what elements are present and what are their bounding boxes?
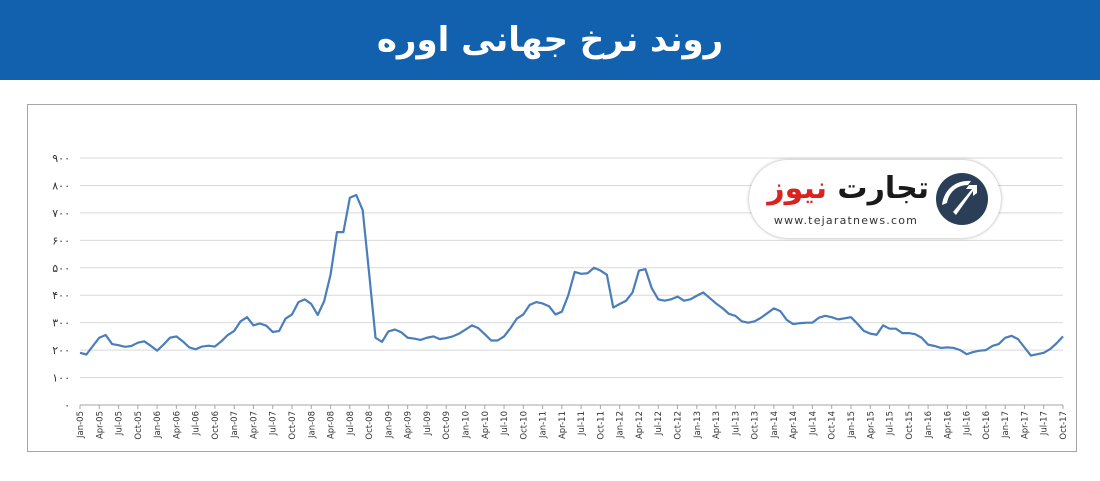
logo-url: www.tejaratnews.com: [773, 214, 919, 227]
x-tick-label: Oct-09: [442, 411, 452, 440]
x-tick-label: Oct-11: [596, 411, 606, 440]
x-tick-label: Jan-12: [616, 411, 626, 439]
x-tick-label: Jul-05: [115, 411, 125, 436]
x-tick-label: Apr-12: [635, 411, 645, 439]
x-tick-label: Apr-16: [943, 411, 953, 439]
x-tick-label: Jan-07: [230, 411, 240, 439]
x-tick-label: Jan-09: [384, 411, 394, 439]
x-tick-label: Jul-14: [808, 411, 818, 436]
x-tick-label: Apr-14: [789, 411, 799, 439]
x-tick-label: Apr-06: [172, 411, 182, 439]
x-tick-label: Oct-06: [211, 411, 221, 440]
y-tick-label: ۸۰۰: [52, 179, 70, 192]
x-tick-label: Jul-11: [577, 411, 587, 436]
x-tick-label: Oct-15: [905, 411, 915, 440]
y-tick-label: ۰: [64, 399, 70, 412]
x-tick-label: Jul-07: [269, 411, 279, 436]
x-tick-label: Jan-11: [539, 411, 549, 439]
x-tick-label: Jul-09: [423, 411, 433, 436]
y-tick-label: ۵۰۰: [52, 262, 70, 275]
chart-area: ۰ ۱۰۰ ۲۰۰ ۳۰۰ ۴۰۰ ۵۰۰ ۶۰۰ ۷۰۰ ۸۰۰ ۹۰۰ Jan-05 Apr-05…: [27, 104, 1077, 452]
x-tick-label: Apr-09: [404, 411, 414, 439]
x-tick-label: Jul-17: [1040, 411, 1050, 436]
x-tick-label: Jan-16: [924, 411, 934, 439]
logo-name-part1: تجارت: [837, 171, 929, 206]
x-tick-label: Apr-05: [95, 411, 105, 439]
tejarat-news-logo: تجارت نیوز www.tejaratnews.com: [749, 160, 1001, 238]
arrow-emblem-icon: [936, 173, 988, 225]
x-tick-label: Jul-08: [346, 411, 356, 436]
x-tick-label: Apr-15: [866, 411, 876, 439]
y-tick-label: ۷۰۰: [52, 207, 70, 220]
x-tick-label: Oct-08: [365, 411, 375, 440]
x-tick-label: Oct-10: [519, 411, 529, 440]
logo-name-part2: نیوز: [767, 171, 827, 206]
x-tick-label: Jan-14: [770, 411, 780, 439]
x-tick-label: Apr-08: [327, 411, 337, 439]
header-banner: روند نرخ جهانی اوره: [0, 0, 1100, 80]
x-tick-label: Apr-17: [1020, 411, 1030, 439]
x-tick-label: Oct-14: [828, 411, 838, 440]
x-tick-label: Apr-10: [481, 411, 491, 439]
x-tick-label: Jan-13: [693, 411, 703, 439]
x-tick-label: Jan-08: [307, 411, 317, 439]
x-tick-label: Jul-15: [886, 411, 896, 436]
x-tick-label: Jan-06: [153, 411, 163, 439]
x-tick-label: Apr-13: [712, 411, 722, 439]
y-tick-label: ۹۰۰: [52, 152, 70, 165]
x-tick-label: Oct-13: [751, 411, 761, 440]
x-tick-label: Jul-16: [963, 411, 973, 436]
x-tick-label: Jan-17: [1001, 411, 1011, 439]
x-tick-label: Apr-11: [558, 411, 568, 439]
x-tick-label: Apr-07: [249, 411, 259, 439]
x-tick-label: Jul-12: [654, 411, 664, 436]
y-tick-label: ۶۰۰: [52, 234, 70, 247]
x-tick-label: Jan-15: [847, 411, 857, 439]
x-tick-label: Oct-05: [134, 411, 144, 440]
x-tick-label: Jan-10: [461, 411, 471, 439]
series-line: [79, 193, 1064, 357]
x-tick-label: Jul-13: [731, 411, 741, 436]
y-tick-label: ۲۰۰: [52, 344, 70, 357]
y-tick-label: ۱۰۰: [52, 372, 70, 385]
logo-name: تجارت نیوز: [759, 170, 929, 208]
x-tick-label: Jul-06: [192, 411, 202, 436]
x-tick-label: Oct-07: [288, 411, 298, 440]
line-chart: ۰ ۱۰۰ ۲۰۰ ۳۰۰ ۴۰۰ ۵۰۰ ۶۰۰ ۷۰۰ ۸۰۰ ۹۰۰ Jan-05 Apr-05…: [52, 152, 1069, 440]
x-tick-label: Oct-17: [1059, 411, 1069, 440]
x-tick-label: Jul-10: [500, 411, 510, 436]
x-tick-label: Jan-05: [76, 411, 86, 439]
page-title: روند نرخ جهانی اوره: [376, 20, 724, 60]
y-tick-label: ۴۰۰: [52, 289, 70, 302]
x-tick-label: Oct-16: [982, 411, 992, 440]
y-tick-label: ۳۰۰: [52, 317, 70, 330]
x-tick-label: Oct-12: [674, 411, 684, 440]
